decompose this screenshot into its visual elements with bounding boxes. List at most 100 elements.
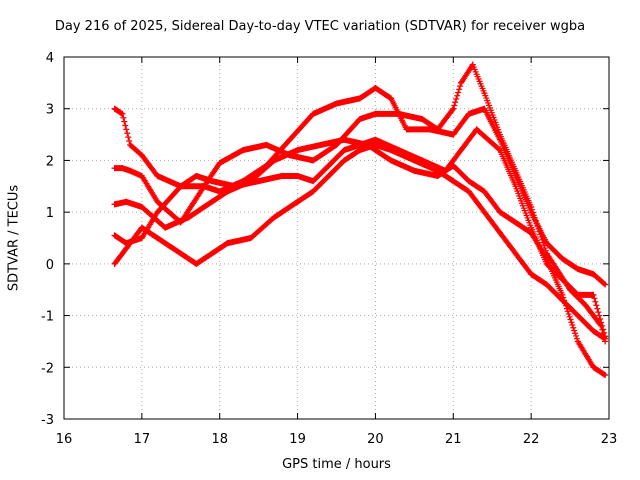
y-tick-label: 0 xyxy=(46,258,54,273)
data-point xyxy=(356,141,363,148)
data-point xyxy=(481,90,488,97)
x-tick-label: 21 xyxy=(445,432,462,447)
data-point xyxy=(193,260,200,267)
data-point xyxy=(185,214,192,221)
series-s2 xyxy=(111,61,609,345)
data-point xyxy=(224,188,231,195)
data-points xyxy=(111,61,609,379)
data-point xyxy=(528,203,535,210)
data-point xyxy=(224,240,231,247)
data-point xyxy=(356,147,363,154)
data-point xyxy=(138,235,145,241)
data-point xyxy=(208,178,215,185)
grid-lines xyxy=(64,57,609,419)
data-point xyxy=(481,209,488,216)
data-point xyxy=(450,131,457,138)
data-point xyxy=(356,116,363,123)
data-point xyxy=(317,141,324,148)
data-point xyxy=(286,136,293,143)
data-point xyxy=(512,250,519,257)
data-point xyxy=(310,110,317,117)
data-point xyxy=(372,85,379,92)
data-point xyxy=(154,209,161,216)
data-point xyxy=(208,250,215,257)
data-point xyxy=(123,245,130,252)
y-tick-label: -1 xyxy=(41,310,54,325)
data-point xyxy=(341,136,348,143)
data-point xyxy=(232,183,239,190)
data-point xyxy=(263,141,270,148)
data-point xyxy=(450,178,457,185)
data-point xyxy=(590,291,597,298)
data-point xyxy=(512,183,519,190)
data-point xyxy=(310,178,317,185)
data-point xyxy=(372,136,379,143)
data-point-markers xyxy=(111,126,609,340)
data-point xyxy=(465,188,472,195)
data-point xyxy=(497,229,503,236)
data-point xyxy=(434,172,441,179)
y-tick-label: -2 xyxy=(41,361,54,376)
data-point xyxy=(528,224,535,231)
data-point xyxy=(111,105,118,112)
data-point xyxy=(162,224,169,231)
data-point xyxy=(388,95,394,102)
data-point xyxy=(559,255,566,262)
data-point xyxy=(388,147,394,154)
data-point xyxy=(325,162,332,169)
x-tick-label: 20 xyxy=(367,432,384,447)
data-point xyxy=(481,105,488,112)
data-point xyxy=(419,116,426,123)
data-point xyxy=(411,167,418,174)
data-point xyxy=(177,250,184,257)
data-point xyxy=(240,147,247,154)
x-axis-label: GPS time / hours xyxy=(282,457,391,472)
data-point xyxy=(543,281,550,288)
data-point xyxy=(201,183,208,190)
data-point-markers xyxy=(111,61,609,345)
data-point xyxy=(208,198,215,205)
x-tick-label: 16 xyxy=(56,432,73,447)
data-point xyxy=(154,235,161,241)
data-point xyxy=(497,147,503,154)
data-point xyxy=(341,147,348,154)
data-point xyxy=(602,372,609,379)
data-point xyxy=(590,328,597,335)
data-point xyxy=(512,219,519,226)
data-point-markers xyxy=(111,141,609,342)
data-point xyxy=(138,203,145,210)
data-point xyxy=(111,232,118,239)
plot-frame xyxy=(63,56,610,420)
data-point xyxy=(497,131,503,138)
data-point xyxy=(341,157,348,164)
data-point xyxy=(411,157,418,164)
data-point xyxy=(465,178,472,185)
data-point xyxy=(123,198,130,205)
data-point xyxy=(574,266,581,273)
data-point xyxy=(119,110,126,117)
data-point xyxy=(469,61,476,68)
data-point xyxy=(294,172,301,179)
data-point xyxy=(138,224,145,231)
data-point xyxy=(395,110,402,117)
data-point xyxy=(154,172,161,179)
data-point xyxy=(279,172,285,179)
data-point xyxy=(111,201,118,208)
data-point xyxy=(216,160,223,167)
data-point xyxy=(559,276,566,283)
data-point xyxy=(543,260,550,267)
data-point xyxy=(403,126,410,133)
data-point xyxy=(458,147,465,154)
data-point xyxy=(127,141,134,148)
data-point xyxy=(450,105,457,112)
data-point xyxy=(271,214,278,221)
y-tick-label: 1 xyxy=(46,206,54,221)
data-point xyxy=(255,178,262,185)
data-point xyxy=(497,209,503,216)
data-point xyxy=(154,198,161,205)
data-point xyxy=(602,335,609,342)
data-point xyxy=(111,260,118,267)
data-point xyxy=(458,79,465,86)
y-axis-label: SDTVAR / TECUs xyxy=(6,184,22,292)
data-point xyxy=(138,152,145,159)
